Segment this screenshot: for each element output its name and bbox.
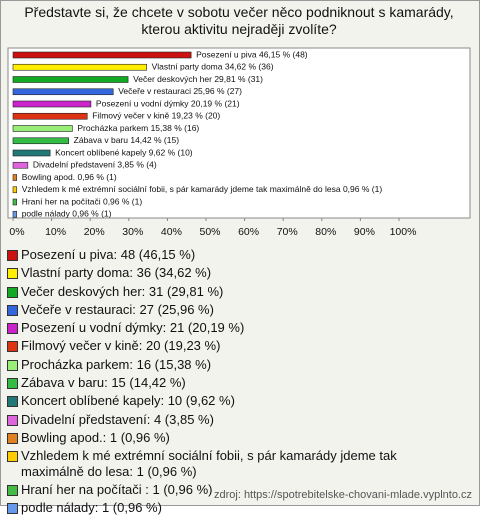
- bar: [12, 137, 69, 145]
- bar-label: Vlastní party doma 34,62 % (36): [152, 62, 274, 72]
- legend-label: podle nálady: 1 (0,96 %): [21, 500, 162, 516]
- legend-item: Koncert oblíbené kapely: 10 (9,62 %): [7, 393, 447, 409]
- bar: [12, 125, 73, 132]
- legend-item: Procházka parkem: 16 (15,38 %): [7, 357, 447, 373]
- bar: [12, 88, 114, 96]
- legend-swatch: [7, 503, 18, 515]
- legend-label: Koncert oblíbené kapely: 10 (9,62 %): [21, 393, 235, 409]
- legend-label: Zábava v baru: 15 (14,42 %): [21, 375, 186, 391]
- legend-swatch: [7, 451, 18, 463]
- bar-label: Vzhledem k mé extrémní sociální fobii, s…: [22, 184, 383, 194]
- bar-label: Večeře v restauraci 25,96 % (27): [118, 86, 242, 96]
- bar: [12, 100, 92, 108]
- bar-label: Procházka parkem 15,38 % (16): [77, 123, 199, 133]
- x-tick-label: 90%: [354, 226, 375, 238]
- bar: [12, 112, 88, 120]
- legend-item: Vlastní party doma: 36 (34,62 %): [7, 265, 447, 281]
- bar: [12, 210, 18, 218]
- legend: Posezení u piva: 48 (46,15 %) Vlastní par…: [7, 247, 447, 519]
- x-tick-label: 0%: [9, 226, 24, 238]
- legend-swatch: [7, 268, 18, 280]
- x-tick-label: 50%: [199, 226, 220, 238]
- bar-label: Hraní her na počítači 0,96 % (1): [22, 196, 143, 206]
- bar-label: Bowling apod. 0,96 % (1): [22, 172, 117, 182]
- legend-swatch: [7, 250, 18, 261]
- legend-swatch: [7, 304, 18, 316]
- bar-label: podle nálady 0,96 % (1): [22, 209, 112, 219]
- legend-item: podle nálady: 1 (0,96 %): [7, 500, 447, 516]
- legend-swatch: [7, 378, 18, 390]
- bar-label: Zábava v baru 14,42 % (15): [74, 135, 180, 145]
- legend-swatch: [7, 432, 18, 444]
- source: zdroj: https://spotrebitelske-chovani-ml…: [213, 489, 472, 501]
- legend-item: Večeře v restauraci: 27 (25,96 %): [7, 302, 447, 318]
- legend-item: Posezení u piva: 48 (46,15 %): [7, 247, 447, 263]
- legend-item: Filmový večer v kině: 20 (19,23 %): [7, 338, 447, 354]
- legend-label: Divadelní představení: 4 (3,85 %): [21, 411, 214, 427]
- bar-label: Večer deskových her 29,81 % (31): [133, 74, 263, 84]
- legend-label: Večeře v restauraci: 27 (25,96 %): [21, 301, 214, 317]
- legend-swatch: [7, 286, 18, 298]
- legend-label: Večer deskových her: 31 (29,81 %): [21, 283, 224, 299]
- legend-swatch: [7, 485, 18, 497]
- bar-label: Posezení u vodní dýmky 20,19 % (21): [96, 98, 240, 108]
- x-tick-label: 30%: [122, 226, 143, 238]
- legend-label: Filmový večer v kině: 20 (19,23 %): [21, 338, 221, 354]
- legend-label: Bowling apod.: 1 (0,96 %): [21, 429, 170, 445]
- legend-label: Vlastní party doma: 36 (34,62 %): [21, 265, 212, 281]
- bar-label: Divadelní představení 3,85 % (4): [33, 160, 157, 170]
- x-tick-label: 40%: [161, 226, 182, 238]
- x-tick-label: 70%: [277, 226, 298, 238]
- x-tick-label: 100%: [390, 226, 417, 238]
- legend-label: Posezení u vodní dýmky: 21 (20,19 %): [21, 320, 245, 336]
- bar-label: Koncert oblíbené kapely 9,62 % (10): [55, 147, 193, 157]
- legend-label: Hraní her na počítači : 1 (0,96 %): [21, 482, 213, 498]
- x-tick-label: 10%: [45, 226, 66, 238]
- bar-label: Filmový večer v kině 19,23 % (20): [92, 111, 220, 121]
- legend-swatch: [7, 396, 18, 408]
- bar: [12, 76, 129, 83]
- legend-item: Zábava v baru: 15 (14,42 %): [7, 375, 447, 391]
- x-tick-label: 80%: [315, 226, 336, 238]
- chart-title: Představte si, že chcete v sobotu večer …: [24, 4, 454, 37]
- legend-item: Hraní her na počítači : 1 (0,96 %): [7, 482, 447, 498]
- legend-item: Vzhledem k mé extrémní sociální fobii, s…: [7, 448, 447, 479]
- legend-label: Posezení u piva: 48 (46,15 %): [21, 247, 196, 262]
- bar: [12, 149, 51, 157]
- bar: [12, 161, 29, 169]
- legend-item: Divadelní představení: 4 (3,85 %): [7, 412, 447, 428]
- legend-label: Vzhledem k mé extrémní sociální fobii, s…: [21, 448, 397, 479]
- bar-label: Posezení u piva 46,15 % (48): [196, 49, 308, 59]
- legend-swatch: [7, 323, 18, 335]
- legend-swatch: [7, 359, 18, 371]
- legend-label: Procházka parkem: 16 (15,38 %): [21, 356, 212, 372]
- bar: [12, 198, 18, 206]
- legend-item: Bowling apod.: 1 (0,96 %): [7, 430, 447, 446]
- x-tick-label: 60%: [238, 226, 259, 238]
- bar: [12, 174, 18, 181]
- bar: [12, 186, 18, 194]
- legend-swatch: [7, 341, 18, 353]
- legend-swatch: [7, 414, 18, 426]
- x-tick-label: 20%: [84, 226, 105, 238]
- chart: 0% 10% 20% 30% 40% 50% 60% 70% 80% 90% 100% Posezen…: [7, 47, 471, 238]
- bar: [12, 51, 192, 59]
- bar: [12, 63, 147, 71]
- legend-item: Posezení u vodní dýmky: 21 (20,19 %): [7, 320, 447, 336]
- legend-item: Večer deskových her: 31 (29,81 %): [7, 284, 447, 300]
